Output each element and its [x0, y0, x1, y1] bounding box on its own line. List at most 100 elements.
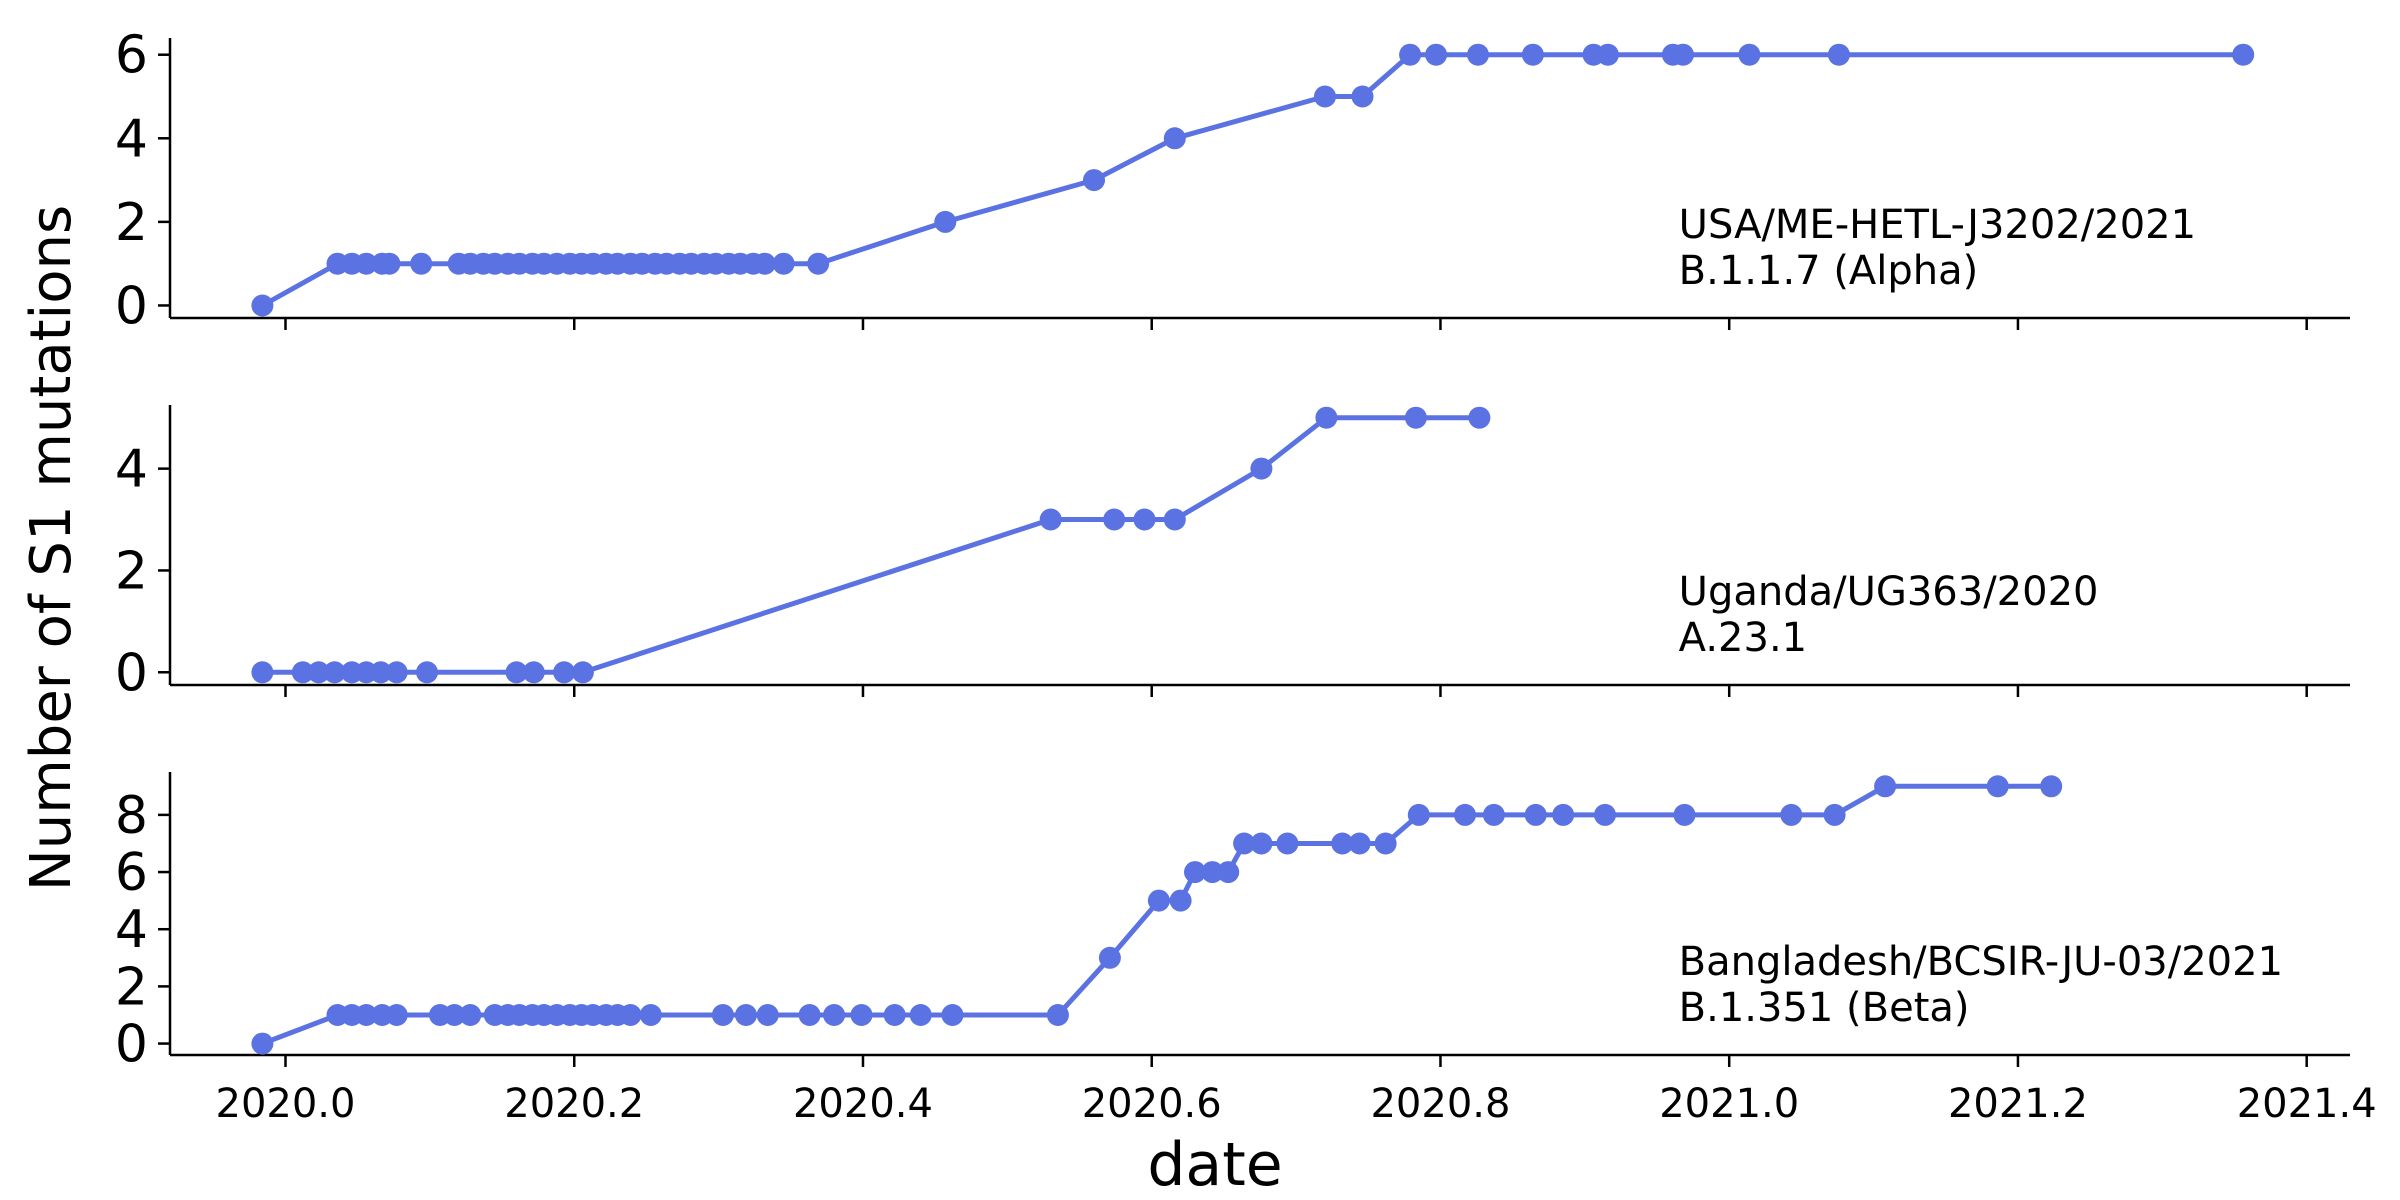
strain-annotation-line-1: USA/ME-HETL-J3202/2021: [1679, 202, 2196, 248]
y-tick-label: 2: [115, 193, 148, 253]
x-tick-label: 2020.4: [793, 1081, 933, 1127]
x-axis-label: date: [1147, 1130, 1282, 1200]
y-tick-label: 0: [115, 643, 148, 703]
data-point: [459, 1004, 482, 1026]
data-point: [1521, 43, 1544, 66]
data-point: [1250, 832, 1273, 855]
y-tick-label: 6: [115, 26, 148, 86]
data-point: [1404, 406, 1427, 429]
data-point: [1315, 406, 1338, 429]
data-point: [1331, 832, 1354, 855]
data-point: [355, 1004, 378, 1026]
data-point: [756, 1004, 779, 1026]
data-point: [410, 252, 433, 275]
data-point: [1098, 946, 1121, 969]
y-tick-label: 4: [115, 440, 148, 500]
series-line: [262, 415, 1480, 675]
data-point: [1147, 889, 1170, 912]
data-point: [1672, 43, 1694, 66]
data-point: [1217, 861, 1240, 884]
data-point: [443, 1004, 466, 1026]
strain-annotation-line-1: Uganda/UG363/2020: [1679, 569, 2099, 615]
x-tick-label: 2021.0: [1659, 1081, 1799, 1127]
data-point: [639, 1004, 662, 1026]
data-point: [291, 661, 314, 684]
data-point: [735, 1004, 757, 1026]
data-point: [1524, 803, 1547, 826]
data-point: [355, 252, 378, 275]
y-tick-label: 4: [115, 109, 148, 169]
data-point: [2040, 775, 2063, 798]
data-point: [378, 252, 401, 275]
data-point: [1986, 775, 2009, 798]
data-point: [323, 661, 346, 684]
data-point: [1163, 127, 1186, 150]
data-point: [909, 1004, 932, 1026]
data-point: [1407, 803, 1430, 826]
y-tick-label: 8: [115, 786, 148, 846]
data-point: [1133, 508, 1156, 531]
data-point: [798, 1004, 821, 1026]
y-axis-label: Number of S1 mutations: [19, 205, 84, 891]
data-point: [1083, 169, 1105, 192]
y-tick-label: 6: [115, 843, 148, 903]
data-point: [807, 252, 830, 275]
data-point: [553, 661, 576, 684]
data-point: [251, 294, 274, 317]
data-point: [1184, 861, 1206, 884]
y-tick-label: 4: [115, 900, 148, 960]
y-tick-label: 0: [115, 276, 148, 336]
data-point: [251, 661, 274, 684]
data-point: [505, 661, 528, 684]
data-point: [941, 1004, 964, 1026]
data-point: [1552, 803, 1575, 826]
data-point: [1673, 803, 1696, 826]
data-point: [1039, 508, 1062, 531]
data-point: [823, 1004, 846, 1026]
data-point: [1454, 803, 1476, 826]
data-point: [251, 1032, 274, 1055]
data-point: [1467, 43, 1489, 66]
data-point: [522, 661, 545, 684]
data-point: [571, 661, 594, 684]
x-tick-label: 2021.4: [2237, 1081, 2377, 1127]
data-point: [1374, 832, 1397, 855]
data-point: [619, 1004, 642, 1026]
y-tick-label: 2: [115, 541, 148, 601]
data-point: [772, 252, 795, 275]
data-point: [1425, 43, 1448, 66]
x-tick-label: 2020.6: [1082, 1081, 1222, 1127]
data-point: [1201, 861, 1224, 884]
data-point: [1348, 832, 1371, 855]
data-point: [1103, 508, 1126, 531]
data-point: [753, 252, 776, 275]
data-point: [416, 661, 438, 684]
data-point: [1314, 85, 1336, 108]
x-axis-ticks: 2020.0 2020.2 2020.4 2020.6 2020.8 2021.0 2021…: [216, 1081, 2377, 1127]
data-point: [1169, 889, 1192, 912]
x-tick-label: 2021.2: [1948, 1081, 2088, 1127]
data-point: [1468, 406, 1491, 429]
data-point: [1827, 43, 1850, 66]
data-point: [1046, 1004, 1069, 1026]
data-point: [1399, 43, 1422, 66]
data-point: [883, 1004, 906, 1026]
data-point: [1738, 43, 1761, 66]
data-point: [850, 1004, 873, 1026]
data-point: [934, 210, 957, 233]
strain-annotation-line-2: B.1.1.7 (Alpha): [1679, 248, 1979, 294]
y-tick-label: 0: [115, 1015, 148, 1075]
data-point: [307, 661, 330, 684]
data-point: [1874, 775, 1897, 798]
data-point: [2232, 43, 2255, 66]
strain-annotation-line-1: Bangladesh/BCSIR-JU-03/2021: [1679, 939, 2283, 985]
data-point: [385, 1004, 408, 1026]
data-point: [369, 661, 392, 684]
data-point: [385, 661, 408, 684]
data-point: [1233, 832, 1256, 855]
